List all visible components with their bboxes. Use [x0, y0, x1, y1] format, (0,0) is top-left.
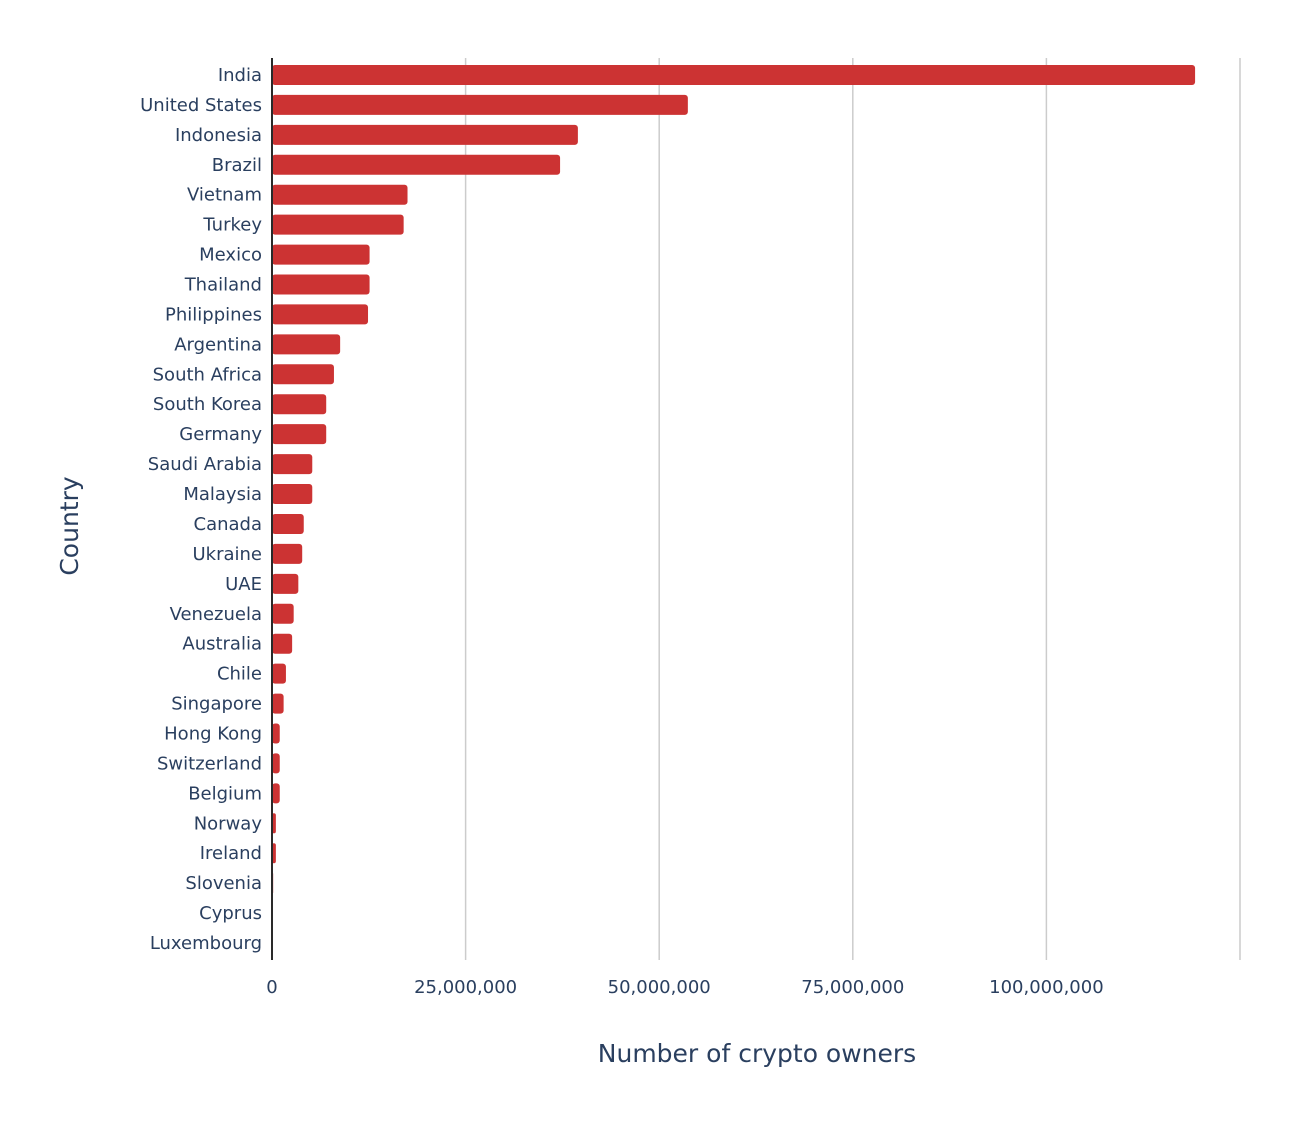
bar [272, 573, 299, 594]
y-tick-label: Saudi Arabia [148, 454, 262, 475]
y-tick-label: Turkey [202, 215, 262, 236]
bar [272, 484, 313, 505]
bar [272, 154, 561, 175]
x-axis-title: Number of crypto owners [598, 1039, 916, 1068]
y-tick-label: Hong Kong [164, 724, 262, 745]
y-tick-label: Singapore [171, 694, 262, 715]
bar [272, 334, 341, 355]
bar [272, 244, 370, 265]
y-tick-label: Mexico [199, 245, 262, 266]
x-tick-label: 75,000,000 [801, 977, 904, 998]
y-tick-label: Indonesia [175, 125, 262, 146]
bar [272, 94, 688, 115]
bar [272, 214, 404, 235]
bar [272, 64, 1196, 85]
y-tick-label: Thailand [184, 275, 262, 296]
bar [272, 304, 369, 325]
y-tick-label: Argentina [174, 334, 262, 355]
bar [272, 394, 327, 415]
bar [272, 723, 280, 744]
bar [272, 783, 280, 804]
bar [272, 543, 303, 564]
y-tick-label: United States [140, 95, 262, 116]
y-tick-label: Ukraine [192, 544, 262, 565]
y-tick-label: Switzerland [157, 753, 262, 774]
y-tick-label: Ireland [200, 843, 262, 864]
bar [272, 124, 578, 145]
y-tick-label: Slovenia [185, 873, 262, 894]
bar [272, 274, 370, 295]
bar [272, 513, 304, 534]
y-tick-label: Belgium [188, 783, 262, 804]
bar [272, 364, 334, 385]
bar [272, 663, 286, 684]
y-tick-label: South Korea [153, 394, 262, 415]
y-tick-label: South Africa [153, 364, 262, 385]
y-tick-label: Canada [194, 514, 263, 535]
y-tick-label: Malaysia [183, 484, 262, 505]
x-tick-label: 0 [266, 977, 277, 998]
y-tick-label: Luxembourg [150, 933, 262, 954]
y-tick-label: Norway [194, 813, 263, 834]
y-tick-label: Philippines [165, 304, 262, 325]
x-tick-label: 50,000,000 [608, 977, 711, 998]
bar [272, 693, 284, 714]
y-tick-label: UAE [225, 574, 262, 595]
y-tick-label: Chile [217, 664, 262, 685]
x-tick-label: 25,000,000 [414, 977, 517, 998]
y-axis-title: Country [55, 476, 84, 576]
y-tick-label: Cyprus [199, 903, 262, 924]
bar [272, 184, 408, 205]
y-tick-label: India [218, 65, 262, 86]
bar [272, 424, 327, 445]
bar [272, 753, 280, 774]
y-tick-label: Australia [182, 634, 262, 655]
y-tick-label: Germany [179, 424, 262, 445]
y-tick-label: Brazil [212, 155, 262, 176]
bar [272, 603, 294, 624]
x-tick-label: 100,000,000 [989, 977, 1104, 998]
bar [272, 633, 293, 654]
y-tick-label: Venezuela [170, 604, 262, 625]
bar [272, 454, 313, 475]
y-tick-label: Vietnam [187, 185, 262, 206]
